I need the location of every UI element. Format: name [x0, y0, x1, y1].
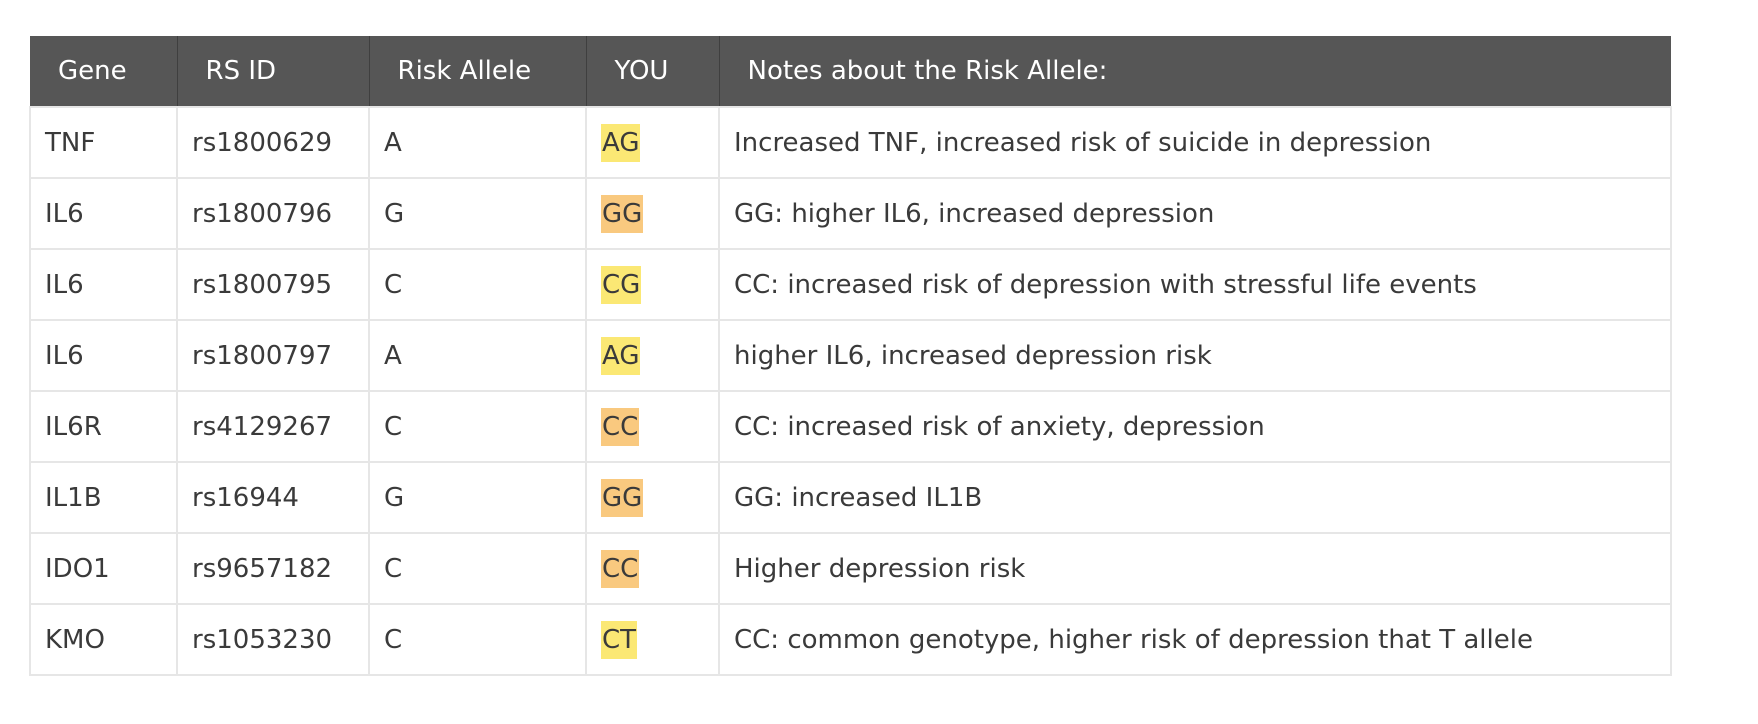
header-rs-id: RS ID [177, 36, 370, 107]
cell-rs-id: rs1800796 [176, 177, 370, 250]
cell-rs-id: rs1800629 [176, 106, 370, 179]
cell-risk-allele: C [368, 390, 587, 463]
cell-gene: IL6 [29, 319, 178, 392]
cell-you: GG [585, 461, 720, 534]
genotype-badge: GG [601, 478, 644, 517]
table-header: Gene RS ID Risk Allele YOU Notes about t… [30, 36, 1671, 107]
cell-gene: IL6R [29, 390, 178, 463]
table-row: IDO1 rs9657182 C CC Higher depression ri… [29, 532, 1672, 605]
cell-rs-id: rs1053230 [176, 603, 370, 676]
cell-notes: GG: higher IL6, increased depression [718, 177, 1672, 250]
cell-rs-id: rs4129267 [176, 390, 370, 463]
cell-rs-id: rs1800795 [176, 248, 370, 321]
genotype-badge: GG [601, 194, 644, 233]
table-row: TNF rs1800629 A AG Increased TNF, increa… [29, 106, 1672, 179]
cell-gene: IL6 [29, 177, 178, 250]
cell-risk-allele: G [368, 461, 587, 534]
cell-rs-id: rs16944 [176, 461, 370, 534]
table-row: IL6 rs1800797 A AG higher IL6, increased… [29, 319, 1672, 392]
cell-gene: IL1B [29, 461, 178, 534]
header-row: Gene RS ID Risk Allele YOU Notes about t… [30, 36, 1671, 107]
cell-you: CG [585, 248, 720, 321]
table-row: IL6R rs4129267 C CC CC: increased risk o… [29, 390, 1672, 463]
cell-risk-allele: C [368, 248, 587, 321]
table-row: KMO rs1053230 C CT CC: common genotype, … [29, 603, 1672, 676]
cell-notes: CC: increased risk of depression with st… [718, 248, 1672, 321]
table-body: TNF rs1800629 A AG Increased TNF, increa… [29, 106, 1672, 676]
cell-risk-allele: A [368, 319, 587, 392]
genotype-badge: CC [601, 407, 640, 446]
header-risk-allele: Risk Allele [369, 36, 587, 107]
cell-you: CC [585, 390, 720, 463]
table-row: IL1B rs16944 G GG GG: increased IL1B [29, 461, 1672, 534]
cell-risk-allele: G [368, 177, 587, 250]
cell-risk-allele: C [368, 603, 587, 676]
genotype-table: Gene RS ID Risk Allele YOU Notes about t… [29, 36, 1672, 676]
cell-notes: CC: common genotype, higher risk of depr… [718, 603, 1672, 676]
cell-notes: Increased TNF, increased risk of suicide… [718, 106, 1672, 179]
genotype-badge: CG [601, 265, 642, 304]
cell-notes: Higher depression risk [718, 532, 1672, 605]
genotype-badge: CT [601, 620, 638, 659]
header-gene: Gene [30, 36, 178, 107]
table-row: IL6 rs1800795 C CG CC: increased risk of… [29, 248, 1672, 321]
cell-gene: KMO [29, 603, 178, 676]
cell-gene: TNF [29, 106, 178, 179]
cell-rs-id: rs9657182 [176, 532, 370, 605]
cell-you: CC [585, 532, 720, 605]
genotype-table-container: Gene RS ID Risk Allele YOU Notes about t… [29, 36, 1672, 676]
cell-rs-id: rs1800797 [176, 319, 370, 392]
cell-you: AG [585, 106, 720, 179]
cell-risk-allele: A [368, 106, 587, 179]
cell-gene: IL6 [29, 248, 178, 321]
header-you: YOU [586, 36, 720, 107]
genotype-badge: AG [601, 123, 641, 162]
header-notes: Notes about the Risk Allele: [719, 36, 1671, 107]
cell-notes: GG: increased IL1B [718, 461, 1672, 534]
cell-you: AG [585, 319, 720, 392]
table-row: IL6 rs1800796 G GG GG: higher IL6, incre… [29, 177, 1672, 250]
cell-gene: IDO1 [29, 532, 178, 605]
genotype-badge: AG [601, 336, 641, 375]
genotype-badge: CC [601, 549, 640, 588]
cell-notes: CC: increased risk of anxiety, depressio… [718, 390, 1672, 463]
cell-notes: higher IL6, increased depression risk [718, 319, 1672, 392]
cell-risk-allele: C [368, 532, 587, 605]
cell-you: GG [585, 177, 720, 250]
cell-you: CT [585, 603, 720, 676]
